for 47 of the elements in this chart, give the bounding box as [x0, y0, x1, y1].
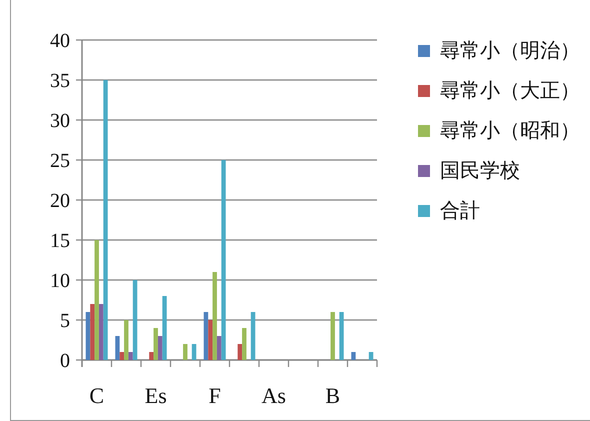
bar	[204, 312, 208, 360]
bar	[221, 160, 226, 360]
bar	[216, 336, 222, 360]
bar	[242, 328, 246, 360]
legend-label: 尋常小（明治）	[440, 40, 580, 62]
x-tick-label: Es	[144, 383, 167, 408]
bar	[250, 312, 256, 360]
y-tick-label: 25	[50, 150, 70, 172]
bar	[330, 312, 335, 360]
y-tick-label: 5	[60, 310, 70, 332]
bar	[158, 336, 162, 360]
bar	[124, 320, 128, 360]
y-tick-label: 0	[60, 350, 70, 372]
bar	[149, 352, 154, 360]
bar	[98, 304, 104, 360]
x-tick-label: F	[208, 383, 221, 408]
x-tick-label: B	[325, 383, 340, 408]
x-tick-label: C	[89, 383, 104, 408]
bar	[120, 352, 124, 360]
x-tick-label: As	[262, 383, 286, 408]
bar	[238, 344, 242, 360]
bar	[90, 304, 95, 360]
bar	[351, 352, 356, 360]
bar	[162, 296, 167, 360]
bar	[183, 344, 188, 360]
bar	[86, 312, 90, 360]
bar	[192, 344, 196, 360]
legend-label: 合計	[440, 200, 480, 222]
bar	[212, 272, 217, 360]
bar	[368, 352, 374, 360]
bar	[208, 320, 213, 360]
y-tick-label: 30	[50, 110, 70, 132]
legend-label: 尋常小（昭和）	[440, 120, 580, 142]
y-tick-label: 40	[50, 30, 70, 52]
y-tick-label: 35	[50, 70, 70, 92]
y-tick-label: 10	[50, 270, 70, 292]
bar	[128, 352, 133, 360]
y-tick-label: 15	[50, 230, 70, 252]
bar	[115, 336, 120, 360]
legend-label: 尋常小（大正）	[440, 80, 580, 102]
bar	[154, 328, 158, 360]
bar	[339, 312, 344, 360]
bar	[94, 240, 99, 360]
y-tick-label: 20	[50, 190, 70, 212]
bar	[103, 80, 108, 360]
legend-label: 国民学校	[440, 160, 520, 182]
bar	[132, 280, 138, 360]
